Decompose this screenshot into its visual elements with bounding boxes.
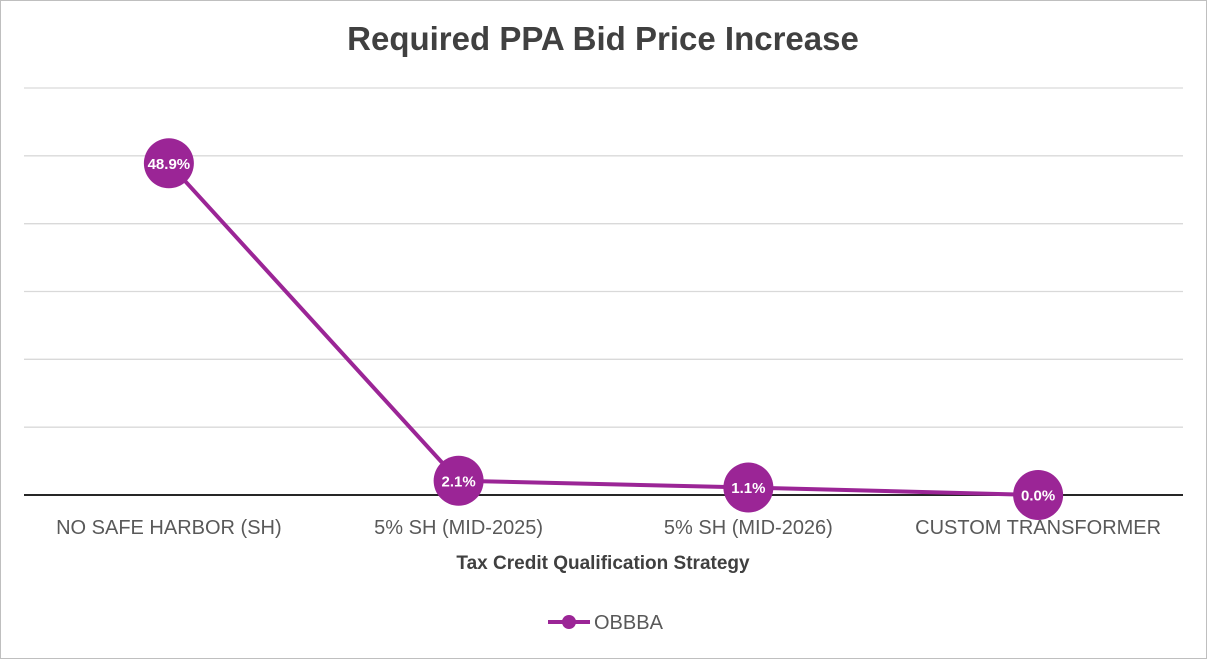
gridlines — [24, 87, 1183, 496]
data-point-marker[interactable] — [433, 455, 484, 506]
data-label: 1.1% — [731, 480, 765, 497]
series-obbba: 48.9% 2.1% 1.1% 0.0% — [143, 138, 1064, 520]
x-axis-ticks: NO SAFE HARBOR (SH) 5% SH (MID-2025) 5% SH… — [56, 517, 1161, 539]
data-point-marker[interactable] — [143, 138, 194, 189]
series-line — [167, 161, 1039, 497]
x-tick-label: 5% SH (MID-2025) — [374, 517, 543, 539]
legend-label-obbba: OBBBA — [594, 612, 664, 634]
data-label: 2.1% — [442, 473, 476, 490]
legend-dot-marker — [562, 615, 576, 629]
x-tick-label: NO SAFE HARBOR (SH) — [56, 517, 282, 539]
data-point-marker[interactable] — [1013, 470, 1064, 520]
x-tick-label: 5% SH (MID-2026) — [664, 517, 833, 539]
data-label: 0.0% — [1021, 488, 1055, 505]
x-tick-label: CUSTOM TRANSFORMER — [915, 517, 1161, 539]
legend[interactable]: OBBBA — [548, 612, 664, 634]
chart-title: Required PPA Bid Price Increase — [347, 20, 859, 57]
data-point-marker[interactable] — [723, 462, 774, 513]
data-label: 48.9% — [148, 156, 191, 173]
x-axis-title: Tax Credit Qualification Strategy — [456, 553, 750, 574]
